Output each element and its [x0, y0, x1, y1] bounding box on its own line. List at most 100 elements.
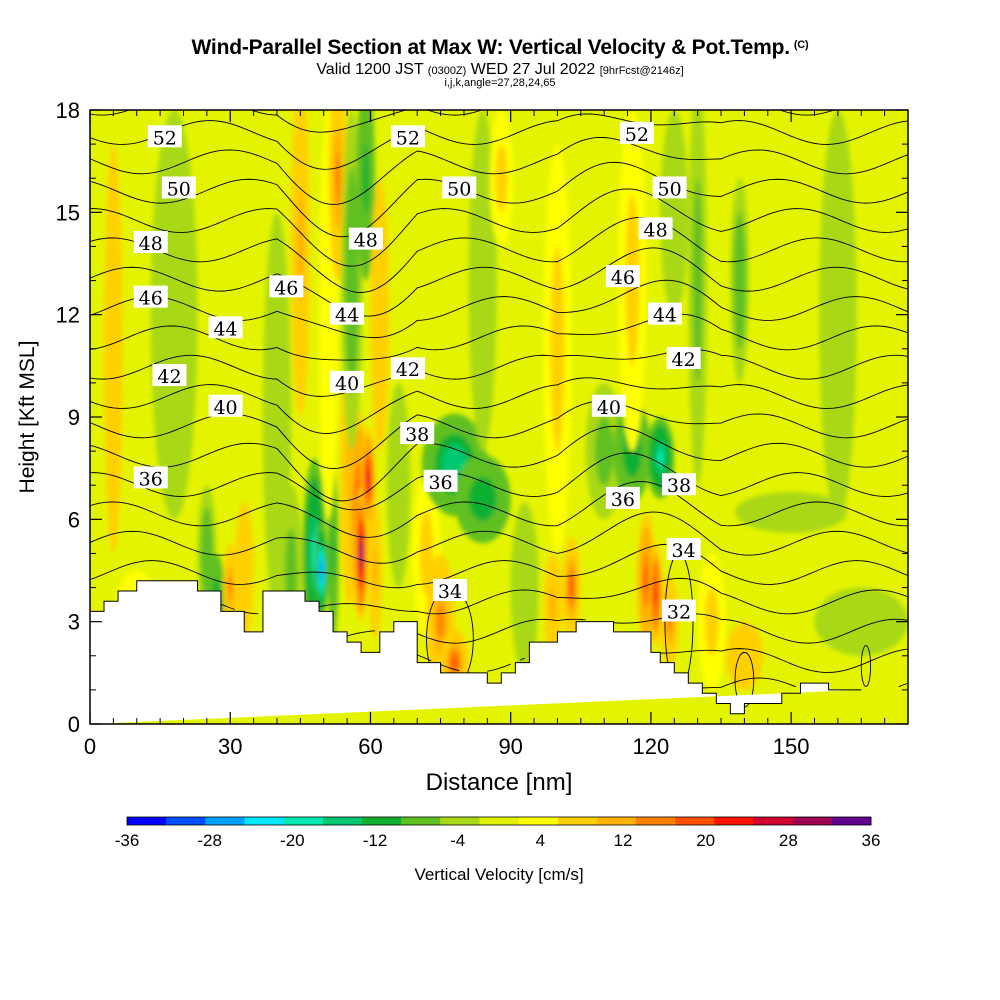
x-tick-label: 90: [498, 734, 522, 759]
svg-text:34: 34: [672, 540, 696, 562]
contour-label: 46: [269, 275, 304, 299]
svg-text:32: 32: [667, 601, 691, 623]
svg-text:44: 44: [335, 305, 359, 327]
contour-labels: 52 52 52 50 50 50 48 48 48 46 46 46 44 44 44 42 42 42 40 40…: [133, 121, 701, 623]
contour-label: 46: [605, 265, 640, 289]
y-tick-label: 0: [68, 712, 80, 737]
contour-label: 36: [133, 466, 168, 490]
svg-text:50: 50: [658, 178, 682, 200]
x-axis-label: Distance [nm]: [426, 769, 573, 796]
colorbar-swatch: [831, 817, 872, 825]
svg-text:44: 44: [653, 305, 677, 327]
colorbar-tick-label: 36: [862, 831, 881, 850]
colorbar-tick-label: 12: [614, 831, 633, 850]
colorbar-label: Vertical Velocity [cm/s]: [414, 865, 583, 884]
x-tick-label: 120: [633, 734, 670, 759]
copyright-mark: (C): [793, 39, 809, 51]
colorbar-swatch: [714, 817, 755, 825]
contour-label: 48: [638, 217, 673, 241]
svg-text:48: 48: [139, 233, 163, 255]
valid-utc: (0300Z): [427, 65, 467, 77]
contour-label: 38: [661, 473, 696, 497]
colorbar-swatch: [675, 817, 715, 825]
contour-label: 42: [152, 364, 187, 388]
forecast-info: [9hrFcst@2146z]: [599, 65, 684, 77]
svg-text:40: 40: [335, 373, 359, 395]
colorbar-swatch: [440, 817, 480, 825]
svg-text:36: 36: [611, 489, 635, 511]
contour-label: 52: [619, 121, 654, 146]
svg-text:36: 36: [139, 468, 163, 490]
grid-indices: i,j,k,angle=27,28,24,65: [444, 77, 556, 89]
colorbar-tick-label: -12: [363, 831, 388, 850]
contour-label: 44: [208, 316, 243, 340]
title-text: Wind-Parallel Section at Max W: Vertical…: [191, 36, 791, 59]
svg-text:42: 42: [157, 366, 181, 388]
x-tick-label: 60: [358, 734, 382, 759]
svg-text:34: 34: [438, 581, 462, 603]
svg-text:36: 36: [428, 472, 452, 494]
svg-text:42: 42: [396, 359, 420, 381]
colorbar-swatch: [792, 817, 833, 825]
colorbar-swatch: [557, 817, 598, 825]
contour-label: 32: [661, 599, 696, 623]
y-tick-label: 9: [68, 405, 80, 430]
svg-text:46: 46: [611, 267, 635, 289]
contour-label: 40: [591, 394, 626, 419]
colorbar-swatch: [322, 817, 363, 825]
colorbar-swatch: [753, 817, 794, 825]
contour-label: 36: [605, 486, 640, 511]
contour-label: 38: [400, 422, 435, 446]
y-tick-label: 18: [56, 98, 80, 123]
contour-label: 52: [390, 125, 425, 149]
svg-text:52: 52: [153, 127, 177, 149]
y-tick-label: 6: [68, 507, 80, 532]
colorbar: -36 -28 -20 -12 -4 4 12 20 28 36: [115, 816, 881, 850]
x-tick-label: 0: [84, 734, 96, 759]
svg-text:40: 40: [213, 397, 237, 419]
contour-label: 48: [133, 231, 168, 255]
colorbar-swatch: [244, 817, 285, 825]
colorbar-tick-label: -4: [450, 831, 465, 850]
svg-text:50: 50: [167, 178, 191, 200]
colorbar-swatch: [166, 817, 206, 825]
contour-label: 52: [147, 125, 182, 149]
x-tick-label: 30: [218, 734, 242, 759]
colorbar-swatch: [127, 817, 167, 825]
contour-label: 44: [330, 302, 365, 327]
svg-text:52: 52: [396, 127, 420, 149]
svg-text:46: 46: [139, 288, 163, 310]
contour-label: 44: [647, 302, 682, 327]
colorbar-tick-label: 20: [696, 831, 715, 850]
y-axis-label: Height [Kft MSL]: [16, 341, 39, 494]
y-tick-label: 15: [56, 200, 80, 225]
svg-text:48: 48: [643, 219, 667, 241]
colorbar-swatch: [205, 817, 245, 825]
svg-text:48: 48: [354, 230, 378, 252]
colorbar-tick-label: -36: [115, 831, 140, 850]
colorbar-swatch: [596, 817, 637, 825]
contour-label: 50: [652, 176, 687, 200]
colorbar-tick-label: 28: [779, 831, 798, 850]
colorbar-swatch: [283, 817, 324, 825]
svg-text:46: 46: [274, 277, 298, 299]
colorbar-swatch: [636, 817, 676, 825]
valid-time: Valid 1200 JST: [316, 61, 424, 78]
svg-text:50: 50: [447, 178, 471, 200]
valid-date: WED 27 Jul 2022: [470, 61, 596, 78]
svg-text:42: 42: [672, 349, 696, 371]
colorbar-swatch: [361, 817, 402, 825]
contour-label: 46: [133, 285, 168, 310]
contour-label: 48: [348, 227, 383, 252]
svg-text:38: 38: [667, 475, 691, 497]
colorbar-tick-label: -28: [197, 831, 222, 850]
svg-text:52: 52: [625, 124, 649, 146]
colorbar-swatch: [401, 817, 441, 825]
y-tick-label: 12: [56, 303, 80, 328]
contour-label: 42: [666, 347, 701, 371]
contour-label: 36: [423, 469, 458, 494]
svg-text:38: 38: [405, 424, 429, 446]
contour-label: 40: [208, 394, 243, 419]
